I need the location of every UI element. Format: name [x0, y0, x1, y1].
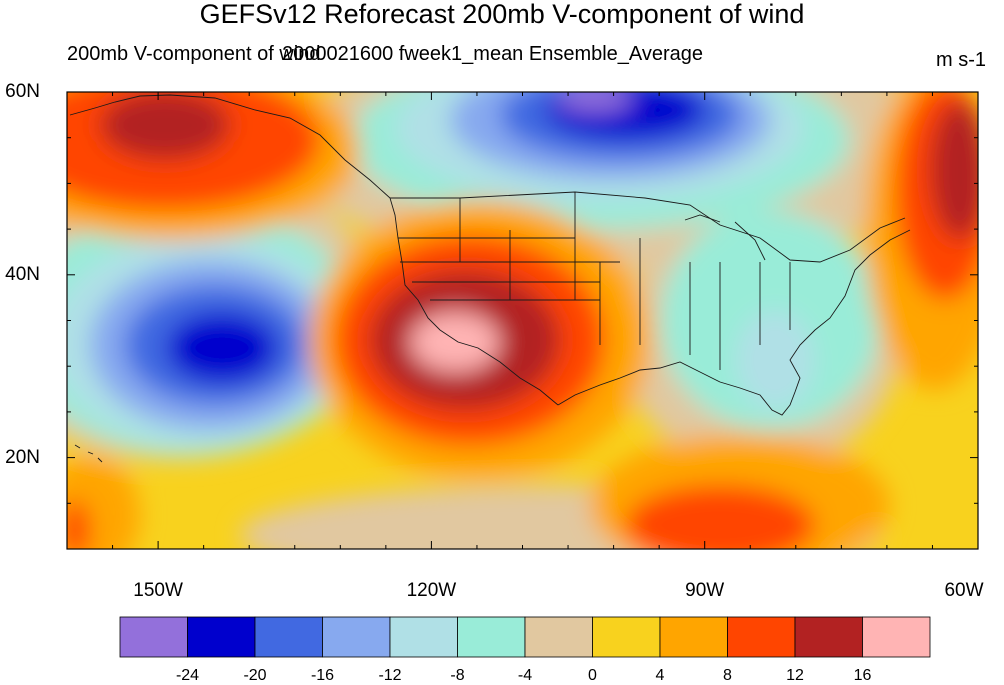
colorbar-label: -20 [243, 667, 267, 684]
lat-tick-label: 60N [5, 81, 40, 102]
lon-tick-label: 120W [406, 580, 457, 601]
colorbar-swatch [187, 616, 256, 658]
colorbar-label: -16 [310, 667, 335, 684]
coastlines [69, 94, 911, 463]
axis-ticks [66, 91, 979, 550]
colorbar [119, 616, 931, 658]
colorbar-label: -24 [175, 667, 200, 684]
colorbar-label: 4 [655, 667, 665, 684]
colorbar-label: -4 [517, 667, 533, 684]
lon-tick-label: 60W [944, 580, 984, 601]
colorbar-swatch [659, 616, 728, 658]
colorbar-swatch [524, 616, 593, 658]
colorbar-swatch [119, 616, 188, 658]
plot-title: GEFSv12 Reforecast 200mb V-component of … [199, 0, 805, 29]
lon-tick-label: 150W [133, 580, 183, 601]
run-subtitle: 2000021600 fweek1_mean Ensemble_Average [282, 43, 704, 65]
colorbar-swatch [457, 616, 526, 658]
colorbar-swatch [322, 616, 391, 658]
colorbar-label: 12 [786, 667, 804, 684]
colorbar-label: -8 [450, 667, 465, 684]
lat-tick-label: 40N [5, 263, 40, 285]
colorbar-swatch [389, 616, 458, 658]
colorbar-swatch [794, 616, 863, 658]
colorbar-swatch [592, 616, 661, 658]
colorbar-label: 0 [588, 667, 597, 684]
wind-field [67, 92, 978, 549]
lon-tick-label: 90W [685, 580, 725, 601]
lat-tick-label: 20N [5, 446, 40, 468]
units-label: m s-1 [936, 49, 986, 71]
colorbar-label: 16 [853, 667, 872, 684]
colorbar-swatch [727, 616, 796, 658]
colorbar-label: 8 [723, 667, 732, 684]
variable-subtitle: 200mb V-component of wind [67, 43, 321, 65]
colorbar-swatch [862, 616, 931, 658]
colorbar-swatch [254, 616, 323, 658]
colorbar-label: -12 [378, 667, 402, 684]
